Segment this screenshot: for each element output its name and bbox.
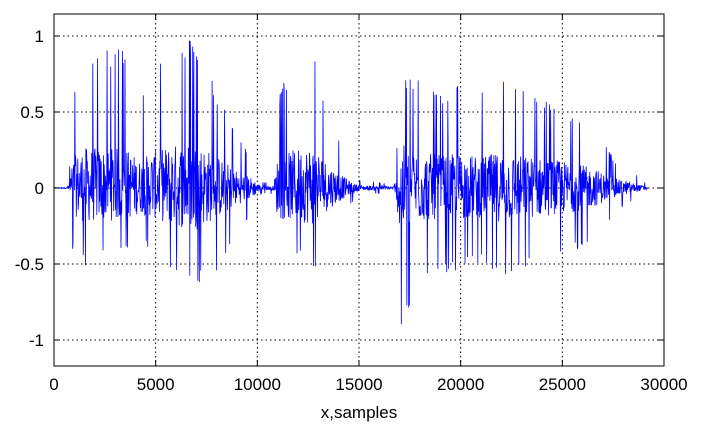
waveform-series-line	[54, 40, 649, 325]
x-tick-label: 20000	[437, 375, 484, 394]
y-tick-label: -0.5	[15, 255, 44, 274]
x-tick-label: 15000	[335, 375, 382, 394]
y-tick-label: 0.5	[20, 103, 44, 122]
y-tick-label: -1	[29, 331, 44, 350]
x-tick-label: 0	[49, 375, 58, 394]
x-tick-labels: 0 5000 10000 15000 20000 25000 30000	[49, 375, 687, 394]
y-tick-label: 1	[35, 27, 44, 46]
plot-area	[54, 40, 649, 325]
y-tick-labels: 1 0.5 0 -0.5 -1	[15, 27, 44, 350]
tick-marks	[53, 14, 665, 366]
x-tick-label: 5000	[137, 375, 175, 394]
x-tick-label: 30000	[640, 375, 687, 394]
y-tick-label: 0	[35, 179, 44, 198]
x-axis-title: x,samples	[321, 403, 398, 422]
x-tick-label: 25000	[539, 375, 586, 394]
x-tick-label: 10000	[234, 375, 281, 394]
